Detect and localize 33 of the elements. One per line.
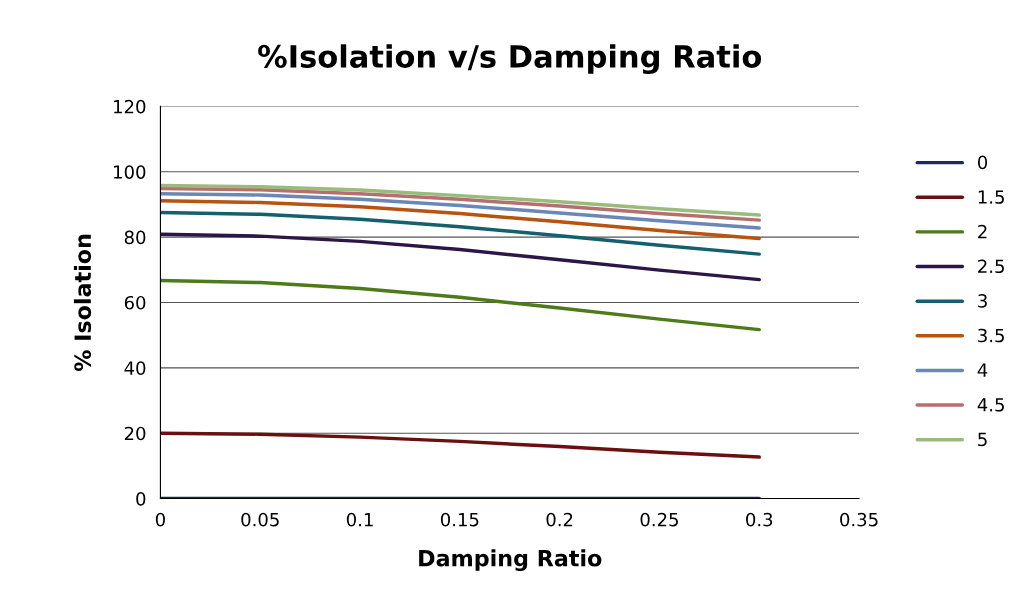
x-tick-label: 0.15 <box>440 512 479 527</box>
legend-label: 3.5 <box>978 328 1004 343</box>
legend-label: 1.5 <box>978 190 1004 204</box>
x-tick-label: 0.35 <box>840 512 878 527</box>
legend-label: 2 <box>978 224 987 239</box>
y-tick-label: 100 <box>114 165 146 179</box>
y-tick-label: 60 <box>124 295 146 310</box>
line-series <box>160 278 761 332</box>
x-axis-title: Damping Ratio <box>419 549 602 572</box>
line-series <box>160 431 761 459</box>
legend-label: 0 <box>977 155 988 170</box>
line-series <box>160 232 761 282</box>
legend-label: 5 <box>978 432 987 447</box>
line-series <box>160 199 761 241</box>
legend-label: 4 <box>977 363 988 377</box>
line-series <box>160 191 761 230</box>
y-tick-label: 80 <box>124 230 146 245</box>
y-tick-label: 0 <box>136 492 146 506</box>
x-tick-label: 0.05 <box>241 512 279 527</box>
y-tick-label: 40 <box>124 361 146 375</box>
x-tick-label: 0.1 <box>346 512 373 527</box>
y-tick-label: 20 <box>124 426 146 441</box>
x-tick-label: 0.25 <box>640 512 678 527</box>
x-tick-label: 0.3 <box>746 512 773 527</box>
legend-label: 3 <box>978 294 987 308</box>
y-axis-title: % Isolation <box>73 234 92 372</box>
x-tick-label: 0.2 <box>546 512 573 527</box>
x-tick-label: 0 <box>155 512 165 527</box>
line-series <box>160 210 761 256</box>
y-tick-label: 120 <box>114 99 146 114</box>
chart-title: %Isolation v/s Damping Ratio <box>258 44 762 75</box>
legend-label: 2.5 <box>978 259 1004 274</box>
legend-label: 4.5 <box>977 398 1004 412</box>
